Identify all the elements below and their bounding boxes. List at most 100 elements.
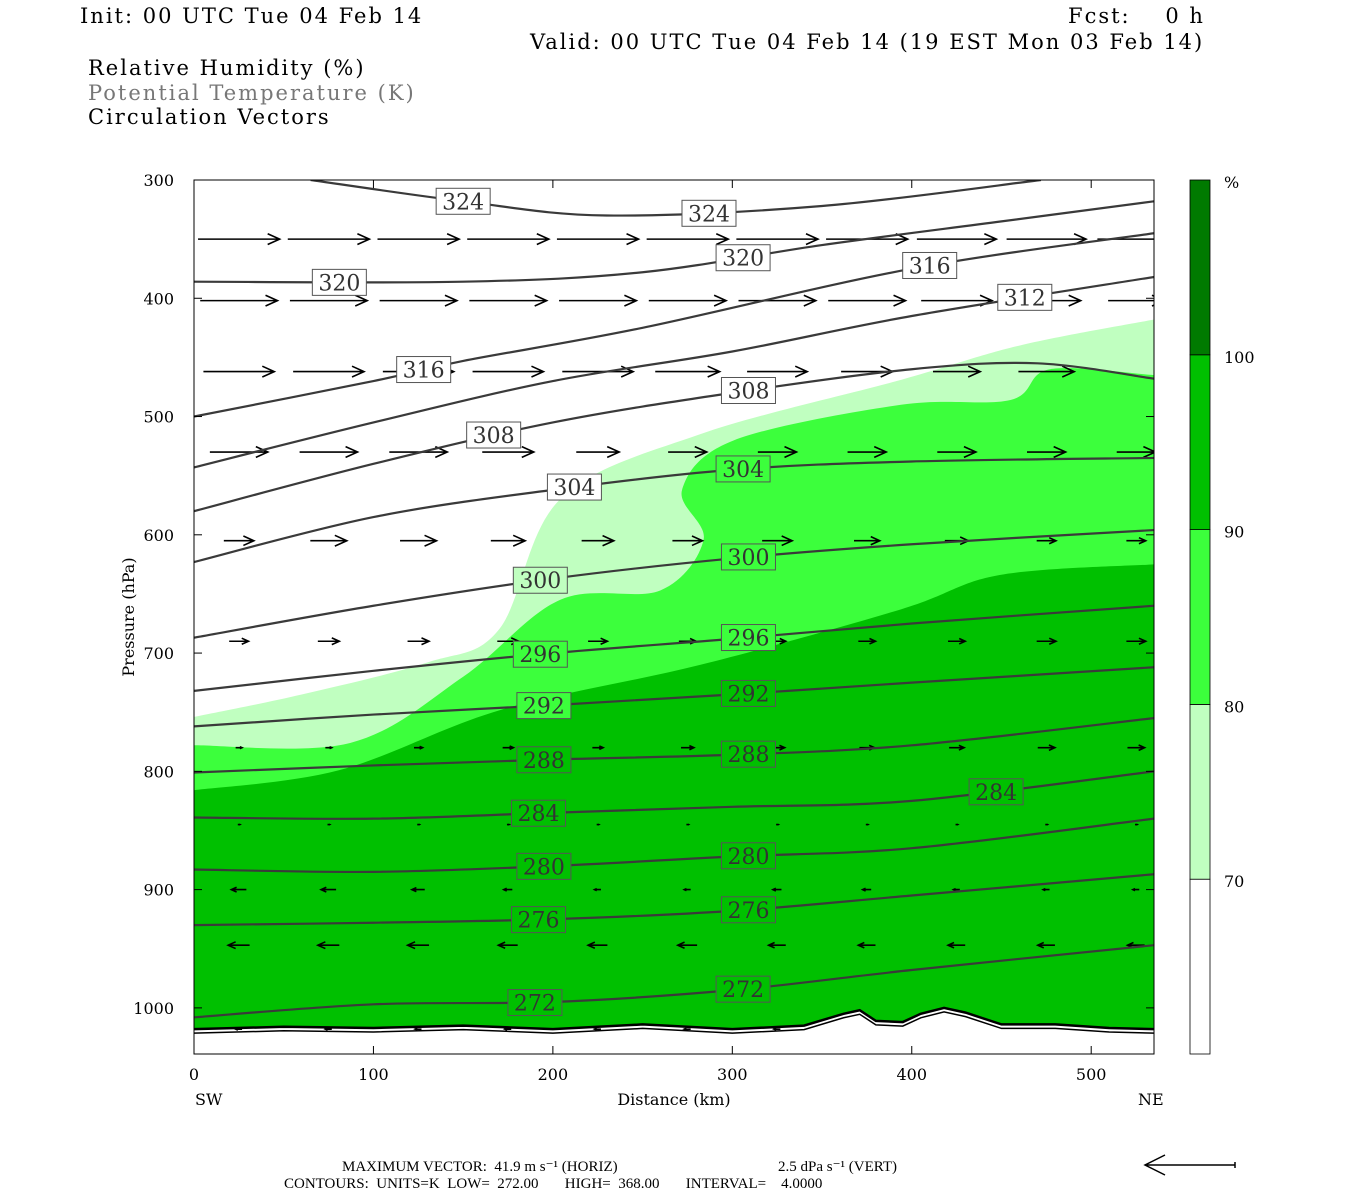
contour-label-box bbox=[720, 896, 776, 924]
y-tick-label: 800 bbox=[143, 762, 174, 781]
contour-label: 308 bbox=[727, 379, 769, 404]
field-rh: Relative Humidity (%) bbox=[88, 56, 366, 80]
wind-vector bbox=[576, 445, 622, 459]
wind-vector bbox=[490, 534, 528, 547]
contour-label: 292 bbox=[523, 695, 565, 720]
wind-vector bbox=[502, 745, 516, 751]
max-vector-text: MAXIMUM VECTOR: 41.9 m s⁻¹ (HORIZ) bbox=[342, 1159, 618, 1175]
wind-vector bbox=[770, 887, 782, 892]
contour-label-box bbox=[720, 376, 776, 404]
wind-vector bbox=[1130, 887, 1140, 892]
plot-frame bbox=[193, 179, 1155, 1055]
wind-vector bbox=[592, 745, 606, 751]
wind-vector bbox=[672, 535, 705, 547]
contour-label-box bbox=[516, 852, 572, 880]
wind-vector bbox=[501, 887, 513, 892]
theta-contour-324 bbox=[310, 180, 1042, 217]
wind-vector bbox=[586, 941, 608, 949]
contour-label: 300 bbox=[519, 569, 561, 594]
wind-vector bbox=[675, 941, 698, 949]
contour-label-box bbox=[715, 244, 771, 272]
field-theta: Potential Temperature (K) bbox=[88, 81, 416, 105]
wind-vector bbox=[413, 1027, 422, 1031]
contour-label: 288 bbox=[727, 743, 769, 768]
wind-vector bbox=[325, 745, 334, 750]
theta-contour-288 bbox=[194, 717, 1154, 774]
colorbar-label: 100 bbox=[1224, 348, 1255, 367]
contour-label: 292 bbox=[727, 682, 769, 707]
contour-label-box bbox=[968, 778, 1024, 806]
wind-vector bbox=[860, 887, 872, 892]
wind-vector bbox=[327, 823, 332, 826]
wind-vector bbox=[1126, 637, 1148, 646]
contour-label-box bbox=[720, 679, 776, 707]
wind-vector bbox=[937, 445, 978, 459]
wind-vector bbox=[856, 941, 876, 949]
wind-vector bbox=[932, 365, 983, 378]
contour-label: 324 bbox=[442, 190, 484, 215]
wind-vector bbox=[203, 365, 277, 378]
terrain-line bbox=[194, 1006, 1154, 1031]
contour-label: 284 bbox=[518, 802, 560, 827]
theta-contour-320 bbox=[194, 200, 1154, 284]
contour-label: 320 bbox=[318, 271, 360, 296]
colorbar-label: 90 bbox=[1224, 523, 1244, 542]
contour-label: 312 bbox=[1004, 286, 1046, 311]
wind-vector bbox=[592, 887, 601, 892]
contour-info: CONTOURS: UNITS=K LOW= 272.00 HIGH= 368.… bbox=[284, 1176, 823, 1192]
wind-vector bbox=[237, 823, 242, 826]
contour-label: 316 bbox=[403, 359, 445, 384]
field-vectors: Circulation Vectors bbox=[88, 105, 331, 129]
contour-label-box bbox=[507, 989, 563, 1017]
contour-label-box bbox=[715, 455, 771, 483]
wind-vector bbox=[506, 823, 512, 826]
wind-vector bbox=[289, 294, 370, 307]
contour-label-box bbox=[720, 624, 776, 652]
wind-vector bbox=[414, 745, 425, 750]
contour-label: 304 bbox=[553, 476, 595, 501]
wind-vector bbox=[949, 744, 967, 751]
theta-contour-316 bbox=[194, 232, 1154, 418]
colorbar-segment bbox=[1189, 179, 1211, 356]
wind-vector bbox=[377, 233, 462, 246]
wind-vector bbox=[686, 823, 691, 826]
wind-vector bbox=[865, 823, 870, 826]
wind-vector bbox=[1041, 887, 1050, 892]
theta-contour-284 bbox=[194, 770, 1154, 820]
contour-label-box bbox=[311, 268, 367, 296]
wind-vector bbox=[229, 637, 251, 646]
theta-contour-304 bbox=[194, 456, 1154, 564]
wind-vector bbox=[562, 365, 636, 378]
y-tick-label: 700 bbox=[143, 644, 174, 663]
wind-vector bbox=[1134, 823, 1140, 826]
theta-contour-276 bbox=[194, 873, 1154, 927]
wind-vector bbox=[655, 365, 722, 378]
x-tick-label: 400 bbox=[896, 1065, 927, 1084]
y-axis-label: Pressure (hPa) bbox=[119, 557, 138, 676]
wind-vector bbox=[1018, 365, 1077, 378]
x-tick-label: 0 bbox=[189, 1065, 199, 1084]
wind-vector bbox=[233, 1027, 243, 1031]
contour-label: 316 bbox=[909, 254, 951, 279]
wind-vector bbox=[828, 294, 908, 307]
wind-vector bbox=[317, 637, 342, 646]
contour-label: 272 bbox=[514, 992, 556, 1017]
wind-vector bbox=[323, 1027, 332, 1031]
wind-vector bbox=[592, 1027, 601, 1031]
wind-vector bbox=[772, 1027, 781, 1031]
wind-vector bbox=[409, 886, 425, 893]
contour-label: 308 bbox=[473, 424, 515, 449]
contour-label-box bbox=[516, 692, 572, 720]
contour-label-box bbox=[715, 975, 771, 1003]
colorbar-unit: % bbox=[1224, 173, 1239, 192]
contour-label-box bbox=[512, 566, 568, 594]
wind-vector bbox=[472, 365, 546, 378]
contour-label: 304 bbox=[722, 458, 764, 483]
contour-label: 300 bbox=[727, 546, 769, 571]
wind-vector bbox=[1037, 744, 1057, 752]
wind-vector bbox=[469, 294, 549, 307]
wind-vector bbox=[747, 365, 810, 378]
contour-label-box bbox=[997, 283, 1053, 311]
contour-label-box bbox=[435, 187, 491, 215]
